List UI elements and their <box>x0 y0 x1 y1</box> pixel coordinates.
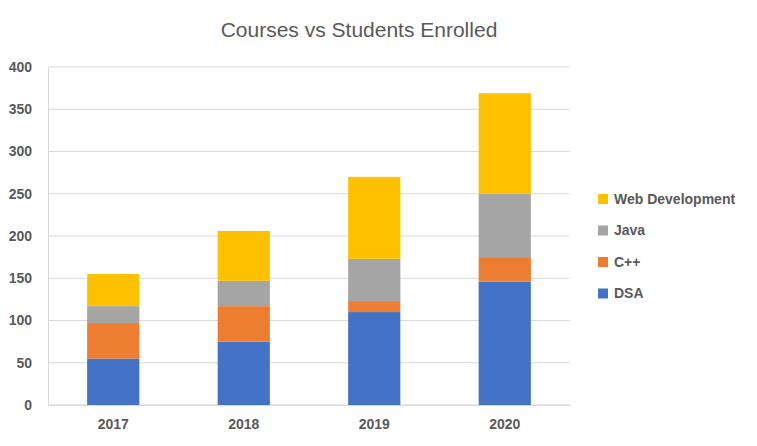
grid-line <box>48 67 570 68</box>
y-tick-label: 350 <box>9 101 33 117</box>
legend-item: C++ <box>598 254 640 270</box>
y-tick-label: 300 <box>9 143 33 159</box>
bars <box>87 93 531 405</box>
bar <box>87 306 139 323</box>
x-tick-label: 2019 <box>359 416 390 432</box>
x-tick: 2017 <box>98 405 129 432</box>
legend-swatch <box>598 257 608 267</box>
x-tick-label: 2018 <box>228 416 259 432</box>
bar <box>218 306 270 341</box>
legend-item: DSA <box>598 285 644 301</box>
bar <box>348 259 400 301</box>
x-tick: 2018 <box>228 405 259 432</box>
y-tick: 100 <box>9 312 48 328</box>
x-axis-line <box>49 405 571 406</box>
y-tick: 200 <box>9 228 48 244</box>
legend-label: Web Development <box>614 191 735 207</box>
y-tick-label: 200 <box>9 228 33 244</box>
grid <box>48 67 570 405</box>
legend-label: DSA <box>614 285 644 301</box>
bar <box>348 301 400 312</box>
legend-item: Java <box>598 222 645 238</box>
y-tick-label: 0 <box>24 397 32 413</box>
bar <box>479 257 531 282</box>
y-tick: 0 <box>24 397 48 413</box>
x-tick: 2020 <box>489 405 520 432</box>
bar <box>218 281 270 306</box>
title: Courses vs Students Enrolled <box>221 18 498 41</box>
legend-swatch <box>598 194 608 204</box>
y-tick: 400 <box>9 59 48 75</box>
y-tick-label: 100 <box>9 312 33 328</box>
y-axis-line <box>48 68 49 406</box>
legend-item: Web Development <box>598 191 735 207</box>
series <box>87 93 531 306</box>
x-axis: 2017 2018 2019 2020 <box>49 405 571 432</box>
bar <box>348 312 400 405</box>
x-tick-label: 2020 <box>489 416 520 432</box>
series <box>87 194 531 323</box>
legend-label: C++ <box>614 254 640 270</box>
x-tick-label: 2017 <box>98 416 129 432</box>
chart: Courses vs Students Enrolled 0 50 100 150 200… <box>0 0 757 446</box>
y-tick-label: 250 <box>9 186 33 202</box>
y-tick: 50 <box>16 355 48 371</box>
series <box>87 257 531 358</box>
bar <box>348 177 400 259</box>
legend-swatch <box>598 289 608 299</box>
legend-label: Java <box>614 222 645 238</box>
plot: 0 50 100 150 200 250 300 350 400 2017 2018 2019 2020 <box>9 59 571 432</box>
y-tick: 300 <box>9 143 48 159</box>
bar <box>87 359 139 405</box>
y-tick: 150 <box>9 270 48 286</box>
bar <box>479 194 531 257</box>
x-tick: 2019 <box>359 405 390 432</box>
bar <box>479 93 531 194</box>
y-tick-label: 400 <box>9 59 33 75</box>
series <box>87 282 531 405</box>
bar <box>479 282 531 405</box>
y-axis: 0 50 100 150 200 250 300 350 400 <box>9 59 49 413</box>
bar <box>87 274 139 306</box>
y-tick: 350 <box>9 101 48 117</box>
y-tick-label: 50 <box>16 355 32 371</box>
y-tick-label: 150 <box>9 270 33 286</box>
legend: Web Development Java C++ DSA <box>598 191 735 302</box>
bar <box>218 342 270 405</box>
bar <box>218 231 270 281</box>
y-tick: 250 <box>9 186 48 202</box>
legend-swatch <box>598 226 608 236</box>
bar <box>87 323 139 358</box>
